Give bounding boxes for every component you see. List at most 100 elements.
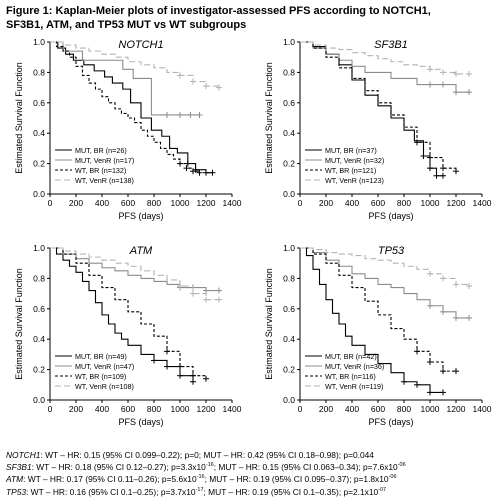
x-tick-label: 400 (95, 198, 109, 208)
legend-label: MUT, VenR (n=17) (75, 156, 134, 165)
figure-title-line-1: Figure 1: Kaplan-Meier plots of investig… (6, 5, 431, 17)
y-tick-label: 0.2 (283, 365, 295, 375)
legend-label: WT, BR (n=121) (325, 166, 376, 175)
x-tick-label: 1200 (447, 404, 466, 414)
x-tick-label: 1000 (171, 198, 190, 208)
series-line (50, 247, 207, 379)
y-tick-label: 0.0 (283, 189, 295, 199)
legend-label: WT, BR (n=132) (75, 166, 126, 175)
footnote-sf3b1: SF3B1: WT – HR: 0.18 (95% CI 0.12–0.27);… (6, 461, 496, 473)
series-line (50, 41, 201, 173)
footnote-text-2: ; MUT – HR: 0.15 (95% CI 0.063–0.34); p=… (213, 462, 398, 473)
y-tick-label: 0.6 (33, 304, 45, 314)
series-line (300, 247, 469, 319)
y-axis-label: Estimated Survival Function (14, 268, 24, 380)
x-tick-label: 800 (147, 198, 161, 208)
legend-label: MUT, BR (n=37) (325, 146, 377, 155)
footnote-gene: SF3B1 (6, 462, 32, 473)
footnote-exponent: -16 (196, 474, 205, 481)
x-tick-label: 200 (319, 404, 333, 414)
x-tick-label: 0 (48, 198, 53, 208)
x-tick-label: 400 (345, 404, 359, 414)
series-line (50, 41, 200, 116)
x-tick-label: 1000 (421, 404, 440, 414)
y-tick-label: 0.6 (283, 304, 295, 314)
chart-svg: 0 200 400 600 800 1000 1200 1400 0.0 0.2 0.4 0.6 0.8… (264, 243, 492, 427)
y-tick-label: 0.2 (33, 365, 45, 375)
x-tick-label: 600 (121, 198, 135, 208)
series-line (300, 41, 457, 172)
y-tick-label: 0.8 (33, 273, 45, 283)
footnote-text: : WT – HR: 0.17 (95% CI 0.11–0.26); p=5.… (23, 474, 197, 485)
footnote-gene: ATM (6, 474, 24, 485)
y-tick-label: 0.2 (283, 159, 295, 169)
legend-label: WT, VenR (n=108) (75, 382, 134, 391)
footnote-text: : WT – HR: 0.16 (95% CI 0.1–0.25); p=3.7… (26, 486, 196, 497)
y-tick-label: 0.6 (283, 98, 295, 108)
x-tick-label: 200 (69, 404, 83, 414)
footnote-tp53: TP53: WT – HR: 0.16 (95% CI 0.1–0.25); p… (6, 486, 496, 498)
y-tick-label: 0.4 (283, 128, 295, 138)
series-line (50, 41, 213, 174)
legend-label: WT, VenR (n=138) (75, 176, 134, 185)
y-tick-label: 0.8 (33, 67, 45, 77)
x-axis-label: PFS (days) (368, 211, 413, 221)
y-tick-label: 0.4 (283, 334, 295, 344)
x-tick-label: 400 (345, 198, 359, 208)
x-tick-label: 800 (147, 404, 161, 414)
x-tick-label: 0 (298, 198, 303, 208)
footnote-exponent: -16 (205, 462, 214, 469)
y-tick-label: 1.0 (33, 243, 45, 253)
footnote-exponent: -07 (378, 486, 387, 493)
chart-svg: 0 200 400 600 800 1000 1200 1400 0.0 0.2 0.4 0.6 0.8… (14, 37, 242, 221)
x-tick-label: 1400 (473, 404, 492, 414)
legend-label: WT, VenR (n=119) (325, 382, 383, 391)
y-tick-label: 0.4 (33, 334, 45, 344)
footnote-text-2: ; MUT – HR: 0.19 (95% CI 0.1–0.35); p=2.… (203, 486, 379, 497)
x-tick-label: 1200 (197, 404, 216, 414)
x-tick-label: 1400 (223, 198, 242, 208)
y-tick-label: 0.8 (283, 67, 295, 77)
x-tick-label: 1200 (197, 198, 216, 208)
footnote-exponent: -06 (397, 462, 406, 469)
y-tick-label: 1.0 (33, 37, 45, 47)
footnote-exponent: -17 (195, 486, 204, 493)
x-axis-label: PFS (days) (368, 417, 413, 427)
legend-label: WT, BR (n=116) (325, 372, 376, 381)
y-tick-label: 1.0 (283, 243, 295, 253)
x-tick-label: 0 (298, 404, 303, 414)
y-tick-label: 0.0 (33, 189, 45, 199)
x-tick-label: 800 (397, 198, 411, 208)
footnote-notch1: NOTCH1: WT – HR: 0.15 (95% CI 0.099–0.22… (6, 449, 496, 461)
footnote-atm: ATM: WT – HR: 0.17 (95% CI 0.11–0.26); p… (6, 473, 496, 485)
x-tick-label: 200 (69, 198, 83, 208)
y-axis-label: Estimated Survival Function (264, 268, 274, 380)
y-tick-label: 0.2 (33, 159, 45, 169)
chart-title: SF3B1 (374, 39, 408, 51)
x-tick-label: 1400 (223, 404, 242, 414)
x-tick-label: 600 (371, 198, 385, 208)
x-axis-label: PFS (days) (118, 211, 163, 221)
km-plot-sf3b1: 0 200 400 600 800 1000 1200 1400 0.0 0.2 0.4 0.6 0.8… (250, 32, 500, 242)
legend-label: WT, VenR (n=123) (325, 176, 384, 185)
series-line (300, 41, 469, 75)
y-tick-label: 0.8 (283, 273, 295, 283)
legend-label: MUT, VenR (n=32) (325, 156, 384, 165)
series-line (300, 247, 456, 372)
x-tick-label: 1400 (473, 198, 492, 208)
series-line (50, 247, 194, 382)
km-plot-tp53: 0 200 400 600 800 1000 1200 1400 0.0 0.2 0.4 0.6 0.8… (250, 238, 500, 448)
legend-label: MUT, VenR (n=47) (75, 362, 134, 371)
x-tick-label: 1000 (171, 404, 190, 414)
chart-svg: 0 200 400 600 800 1000 1200 1400 0.0 0.2 0.4 0.6 0.8… (264, 37, 492, 221)
legend-label: MUT, BR (n=42) (325, 352, 377, 361)
chart-svg: 0 200 400 600 800 1000 1200 1400 0.0 0.2 0.4 0.6 0.8… (14, 243, 242, 427)
x-tick-label: 600 (121, 404, 135, 414)
chart-title: NOTCH1 (118, 39, 163, 51)
km-plot-notch1: 0 200 400 600 800 1000 1200 1400 0.0 0.2 0.4 0.6 0.8… (0, 32, 250, 242)
x-axis-label: PFS (days) (118, 417, 163, 427)
km-plot-atm: 0 200 400 600 800 1000 1200 1400 0.0 0.2 0.4 0.6 0.8… (0, 238, 250, 448)
figure-title: Figure 1: Kaplan-Meier plots of investig… (6, 4, 494, 32)
y-tick-label: 0.4 (33, 128, 45, 138)
x-tick-label: 0 (48, 404, 53, 414)
